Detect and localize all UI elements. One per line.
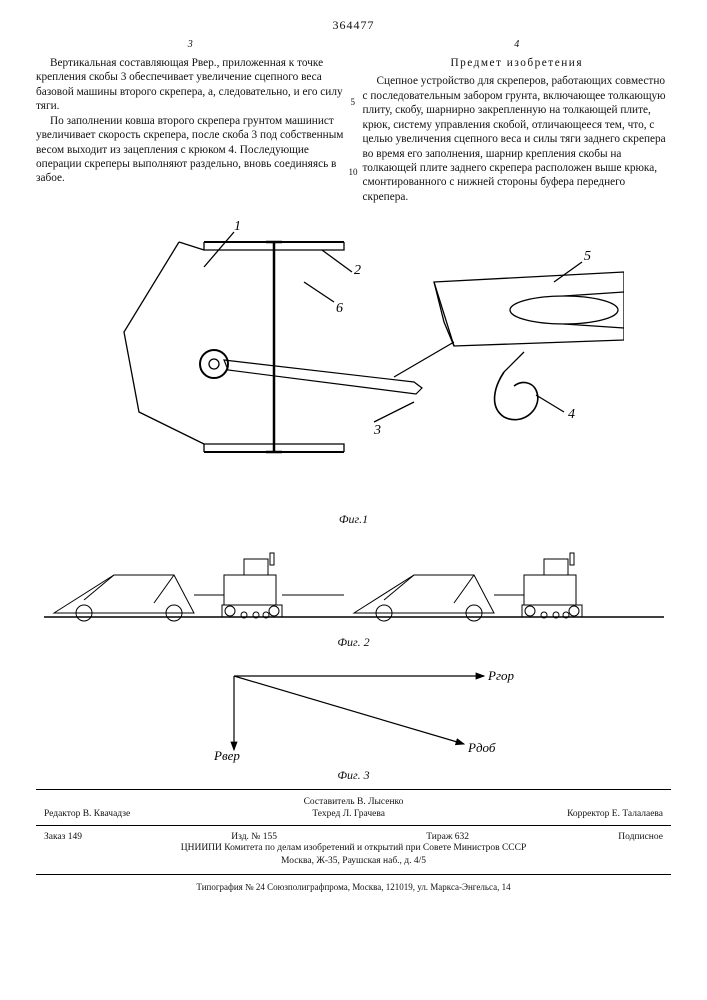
- credits-org1: ЦНИИПИ Комитета по делам изобретений и о…: [36, 842, 671, 855]
- divider-2: [36, 825, 671, 826]
- fig1-label-3: 3: [373, 423, 381, 438]
- right-col-number: 4: [363, 39, 672, 52]
- figure-1: 1 2 6 3 4 5 Фиг.1: [36, 212, 671, 527]
- divider-1: [36, 789, 671, 790]
- left-column: 3 Вертикальная составляющая Pвер., прило…: [36, 39, 345, 204]
- credits-editor: Редактор В. Квачадзе: [44, 809, 130, 819]
- fig1-label-5: 5: [584, 249, 591, 264]
- fig1-label-1: 1: [234, 219, 241, 234]
- fig3-p-ver: Pвер: [213, 748, 240, 763]
- credits-izd: Изд. № 155: [231, 832, 277, 842]
- fig1-caption: Фиг.1: [36, 512, 671, 527]
- credits-row-1: Редактор В. Квачадзе Техред Л. Грачева К…: [36, 809, 671, 819]
- right-p1: Сцепное устройство для скреперов, работа…: [363, 74, 672, 204]
- fig2-svg: [44, 535, 664, 635]
- invention-subject-heading: Предмет изобретения: [363, 56, 672, 70]
- line-mark-5: 5: [351, 97, 356, 109]
- credits-tirazh: Тираж 632: [426, 832, 469, 842]
- credits-row-2: Заказ 149 Изд. № 155 Тираж 632 Подписное: [36, 832, 671, 842]
- fig1-label-4: 4: [568, 407, 575, 422]
- left-p1: Вертикальная составляющая Pвер., приложе…: [36, 56, 345, 114]
- left-p2: По заполнении ковша второго скрепера гру…: [36, 114, 345, 186]
- divider-3: [36, 874, 671, 875]
- credits-compiler: Составитель В. Лысенко: [36, 796, 671, 809]
- fig1-label-6: 6: [336, 301, 343, 316]
- figure-3: Pгор Pвер Pдоб Фиг. 3: [36, 658, 671, 783]
- credits-corrector: Корректор Е. Талалаева: [567, 809, 663, 819]
- credits-org2: Москва, Ж-35, Раушская наб., д. 4/5: [36, 855, 671, 868]
- fig3-svg: Pгор Pвер Pдоб: [174, 658, 534, 768]
- fig3-p-gor: Pгор: [487, 668, 515, 683]
- fig1-label-2: 2: [354, 263, 361, 278]
- page: 364477 3 Вертикальная составляющая Pвер.…: [0, 0, 707, 917]
- credits-tech: Техред Л. Грачева: [312, 809, 385, 819]
- figure-2: Фиг. 2: [36, 535, 671, 650]
- fig2-caption: Фиг. 2: [36, 635, 671, 650]
- patent-number: 364477: [36, 18, 671, 33]
- two-columns: 3 Вертикальная составляющая Pвер., прило…: [36, 39, 671, 204]
- line-mark-10: 10: [349, 167, 358, 179]
- left-col-number: 3: [36, 39, 345, 52]
- fig3-caption: Фиг. 3: [36, 768, 671, 783]
- credits-sign: Подписное: [618, 832, 663, 842]
- credits-order: Заказ 149: [44, 832, 82, 842]
- credits-print: Типография № 24 Союзполиграфпрома, Москв…: [36, 881, 671, 893]
- fig1-svg: 1 2 6 3 4 5: [84, 212, 624, 512]
- fig3-p-dob: Pдоб: [467, 740, 496, 755]
- right-column: 5 10 4 Предмет изобретения Сцепное устро…: [363, 39, 672, 204]
